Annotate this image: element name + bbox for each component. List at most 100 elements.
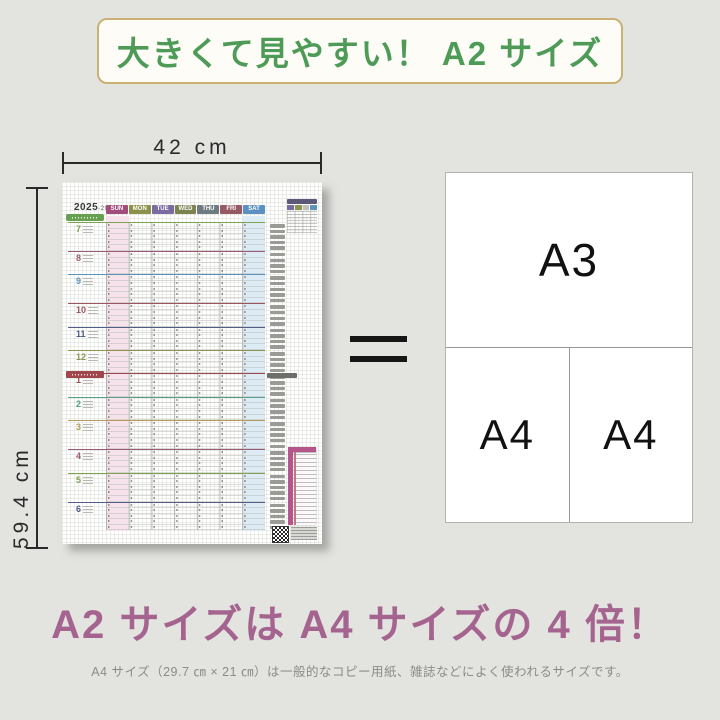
month-label-2: 2 (68, 399, 106, 409)
month-label-9: 9 (68, 277, 106, 286)
month-week-rows (106, 251, 285, 275)
mini-legend-header (287, 199, 317, 204)
banner-text: 大きくて見やすい！ A2 サイズ (116, 35, 604, 72)
width-dimension-label: 42 cm (153, 136, 231, 159)
month-subtext-lines (87, 330, 98, 338)
day-header-sat: SAT (243, 205, 266, 214)
month-section-7: 7 (68, 222, 285, 251)
mini-legend-grid (287, 211, 317, 233)
week-row (106, 479, 285, 485)
qr-caption-block (291, 527, 317, 540)
month-label-7: 7 (68, 225, 106, 234)
month-label-4: 4 (68, 452, 106, 461)
equals-bottom-bar (350, 356, 407, 362)
start-2026-banner (66, 371, 104, 378)
month-section-9: 9 (68, 274, 285, 304)
week-row (106, 257, 285, 264)
headline-banner: 大きくて見やすい！ A2 サイズ (97, 18, 623, 84)
mini-month-3 (302, 205, 310, 210)
month-week-rows (106, 351, 285, 374)
week-row (106, 437, 285, 444)
month-subtext-lines (83, 278, 94, 286)
month-label-11: 11 (68, 329, 106, 339)
month-subtext-lines (83, 505, 94, 513)
width-dimension-right-tick (320, 152, 322, 174)
month-section-10: 10 (68, 303, 285, 327)
week-row (106, 223, 285, 229)
week-row (106, 414, 285, 421)
week-row (106, 344, 285, 351)
month-week-rows (106, 223, 285, 251)
week-row (106, 461, 285, 467)
week-row (106, 280, 285, 287)
width-dimension-line (62, 162, 322, 164)
day-header-tue: TUE (151, 205, 174, 214)
month-label-1: 1 (68, 376, 106, 385)
mini-month-2 (294, 205, 302, 210)
month-label-12: 12 (68, 353, 106, 362)
week-row (106, 263, 285, 269)
holiday-list-panel (288, 447, 316, 525)
week-row (106, 466, 285, 473)
qr-code (272, 526, 289, 543)
week-row (106, 275, 285, 281)
month-section-5: 5 (68, 472, 285, 502)
paper-size-comparison-panel: A3 A4 A4 (445, 172, 693, 523)
month-label-6: 6 (68, 503, 106, 514)
week-row (106, 367, 285, 374)
height-dimension-line (36, 187, 38, 549)
week-row (106, 292, 285, 298)
month-number: 4 (76, 451, 82, 462)
height-dimension-bottom-tick (26, 547, 48, 549)
month-label-5: 5 (68, 474, 106, 485)
week-row (106, 443, 285, 450)
months-container: 7 8 9 10 11 12 1 2 3 4 5 6 (68, 222, 285, 531)
mini-month-4 (310, 205, 317, 210)
week-row (106, 356, 285, 363)
height-dimension-top-tick (26, 187, 48, 189)
month-week-rows (106, 421, 285, 450)
week-row (106, 338, 285, 345)
month-number: 12 (76, 352, 87, 363)
month-subtext-lines (88, 354, 99, 362)
month-subtext-lines (83, 453, 94, 461)
day-header-wed: WED (174, 205, 197, 214)
month-week-rows (106, 327, 285, 351)
month-subtext-lines (83, 400, 94, 408)
month-week-rows (106, 473, 285, 502)
month-week-rows (106, 502, 285, 531)
week-row (106, 490, 285, 496)
bottom-caption: A4 サイズ（29.7 ㎝ × 21 ㎝）は一般的なコピー用紙、雑誌などによく使… (91, 665, 629, 679)
month-section-11: 11 (68, 326, 285, 351)
month-number: 6 (76, 503, 82, 514)
month-label-3: 3 (68, 423, 106, 432)
a3-sheet: A3 (446, 173, 692, 348)
month-subtext-lines (83, 476, 94, 484)
month-section-3: 3 (68, 420, 285, 450)
week-row (106, 380, 285, 386)
holiday-list-header (293, 447, 316, 452)
week-row (106, 315, 285, 322)
month-section-4: 4 (68, 449, 285, 473)
week-row (106, 304, 285, 310)
week-row (106, 508, 285, 514)
month-number: 7 (76, 224, 82, 234)
week-row (106, 234, 285, 240)
month-subtext-lines (83, 226, 94, 233)
month-number: 3 (76, 422, 82, 433)
month-number: 5 (76, 474, 82, 485)
day-header-mon: MON (128, 205, 151, 214)
height-dimension-label: 59.4 cm (10, 446, 33, 549)
week-row (106, 426, 285, 433)
a4-sheet-right: A4 (570, 348, 693, 522)
month-number: 9 (76, 276, 82, 287)
a4-row: A4 A4 (446, 348, 692, 522)
week-row (106, 327, 285, 334)
month-week-rows (106, 397, 285, 421)
month-week-rows (106, 275, 285, 304)
week-row (106, 513, 285, 520)
month-label-8: 8 (68, 253, 106, 263)
week-row (106, 403, 285, 409)
month-subtext-lines (83, 254, 94, 262)
